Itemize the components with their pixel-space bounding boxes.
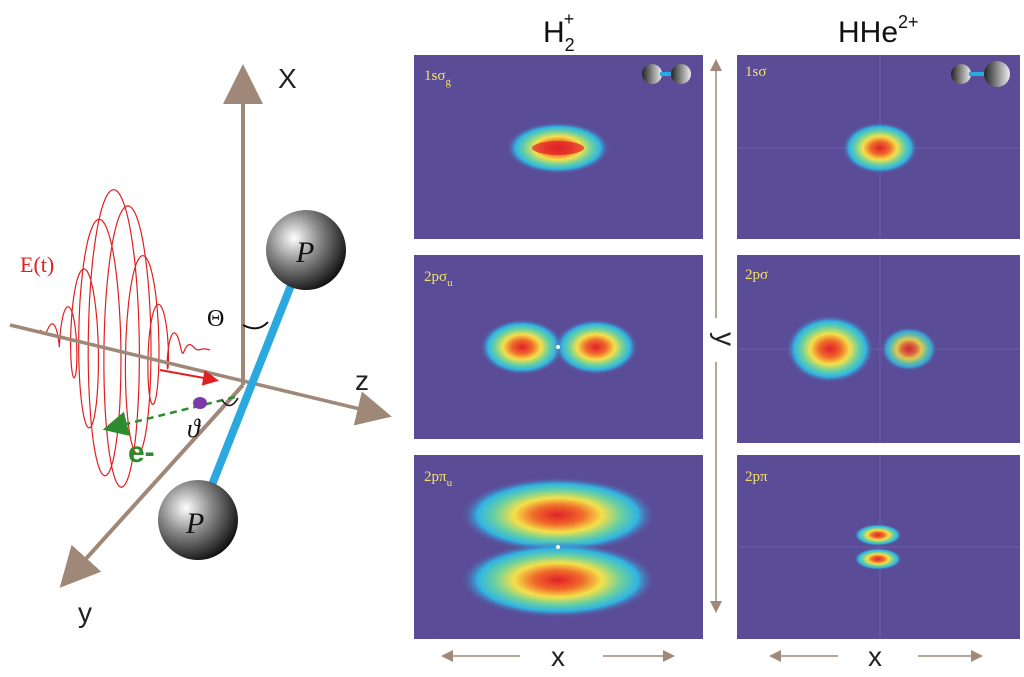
mini-molecule-right bbox=[984, 61, 1010, 87]
vartheta-label: ϑ bbox=[187, 414, 201, 443]
panel-h2-1s-sigma-g: 1sσg bbox=[414, 55, 703, 239]
panel-label: 2pσu bbox=[424, 269, 453, 289]
panel-label: 2pσ bbox=[745, 267, 768, 283]
nucleus-top-label: P bbox=[295, 236, 314, 269]
molecular-bond bbox=[194, 248, 309, 522]
panel-h2-2p-sigma-u: 2pσu bbox=[414, 255, 703, 439]
nucleus-bottom bbox=[158, 480, 238, 560]
mini-molecule-right bbox=[671, 64, 691, 84]
y-axis-label: y bbox=[710, 332, 741, 346]
axis-z-line bbox=[9, 323, 392, 426]
electron-label: e- bbox=[128, 436, 155, 469]
panel-label: 1sσg bbox=[424, 68, 451, 88]
panel-h2-2p-pi-u: 2pπu bbox=[414, 455, 703, 639]
field-label: E(t) bbox=[20, 252, 54, 277]
axis-y-line bbox=[59, 383, 245, 588]
axis-z-label: z bbox=[355, 365, 369, 396]
axis-y-label: y bbox=[78, 597, 92, 628]
field-wave-packet bbox=[39, 189, 211, 488]
panel-label: 2pπ bbox=[745, 469, 768, 485]
geometry-diagram: P P X z y E(t) e- Θ ϑ bbox=[9, 63, 392, 628]
mini-molecule-left bbox=[951, 64, 971, 84]
panel-hhe-2p-pi: 2pπ bbox=[737, 455, 1020, 639]
theta-label: Θ bbox=[207, 306, 224, 332]
nucleus-top bbox=[266, 210, 346, 290]
theta-arc bbox=[242, 321, 269, 330]
x-axis-label-left: x bbox=[551, 641, 565, 672]
field-wave bbox=[39, 189, 211, 488]
electron-dot bbox=[193, 397, 207, 409]
column-title-hhe: HHe2+ bbox=[838, 12, 919, 49]
panel-hhe-2p-sigma: 2pσ bbox=[737, 255, 1020, 443]
axis-x-label: X bbox=[278, 63, 297, 94]
column-title-h2: H2+ bbox=[543, 9, 575, 55]
x-axis-label-right: x bbox=[868, 641, 882, 672]
panel-label: 1sσ bbox=[745, 64, 766, 80]
vartheta-arc bbox=[221, 397, 239, 407]
panel-label: 2pπu bbox=[424, 469, 453, 489]
nucleus-bottom-label: P bbox=[185, 507, 204, 540]
mini-molecule-left bbox=[642, 64, 662, 84]
panel-hhe-1s-sigma: 1sσ bbox=[737, 55, 1020, 239]
electron-path bbox=[102, 395, 236, 436]
propagation-arrow bbox=[159, 369, 219, 386]
